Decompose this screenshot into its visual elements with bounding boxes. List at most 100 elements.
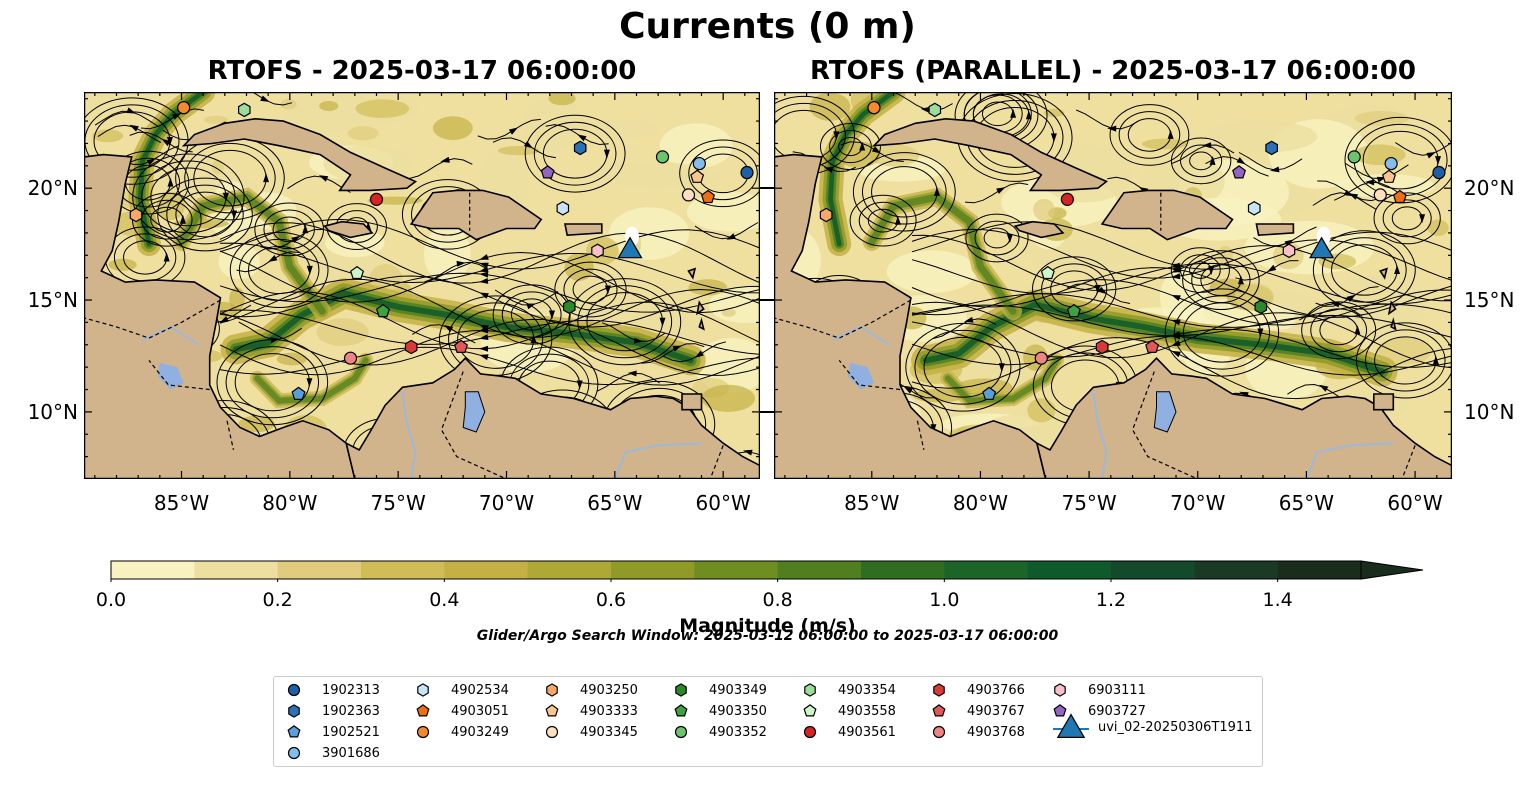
legend-item: 6903111 — [1052, 680, 1146, 700]
legend-label: 1902363 — [322, 703, 380, 719]
legend-marker-icon — [674, 704, 688, 717]
float-marker-4903349 — [563, 299, 576, 315]
legend-pentagon-icon — [674, 704, 688, 717]
panel-title-rtofs-parallel: RTOFS (PARALLEL) - 2025-03-17 06:00:00 — [810, 56, 1416, 86]
float-marker-4903354 — [928, 102, 942, 118]
lake-nicaragua — [157, 362, 184, 390]
legend-hexagon-icon — [288, 704, 300, 718]
land-trinidad — [681, 393, 703, 411]
float-marker-4903345 — [681, 188, 696, 202]
legend-pentagon-icon — [416, 704, 430, 717]
legend-item: 4903349 — [673, 680, 767, 700]
legend-circle-icon — [287, 683, 301, 697]
land-southam — [345, 357, 760, 479]
x-tick-label: 80°W — [262, 491, 318, 515]
legend-marker-icon — [287, 683, 301, 697]
x-tick-label: 85°W — [844, 491, 900, 515]
colorbar-segment — [1194, 561, 1279, 579]
colorbar-tick-label: 0.2 — [262, 589, 293, 611]
legend-circle-icon — [674, 725, 688, 739]
legend-item: 4903352 — [673, 722, 767, 742]
map-panel-rtofs-parallel[interactable] — [774, 92, 1452, 479]
river-2 — [142, 325, 200, 346]
colorbar-segment — [194, 561, 279, 579]
river-1 — [613, 442, 702, 479]
legend-hexagon-icon — [417, 683, 429, 697]
legend-circle-icon — [416, 725, 430, 739]
colorbar-segment — [611, 561, 695, 579]
legend-pentagon-icon — [287, 725, 301, 738]
legend-item: 4903250 — [544, 680, 638, 700]
float-marker-4903350 — [1066, 303, 1081, 318]
legend-marker-icon — [416, 725, 430, 739]
float-marker-1902363 — [573, 140, 587, 156]
map-panel-rtofs[interactable] — [84, 92, 760, 479]
land — [84, 117, 760, 479]
legend-circle-icon — [545, 725, 559, 739]
land-lesser — [1379, 267, 1388, 280]
legend-marker-icon — [416, 704, 430, 717]
y-tick-label: 15°N — [27, 288, 78, 313]
float-marker-4903767 — [453, 339, 469, 353]
float-marker-6903111 — [1282, 243, 1296, 259]
search-window-text: Glider/Argo Search Window: 2025-03-12 06… — [476, 628, 1059, 644]
legend-item: 1902363 — [286, 701, 380, 721]
land-central — [774, 153, 1047, 479]
map-rtofs-svg — [84, 92, 760, 479]
colorbar-tick-label: 1.4 — [1262, 589, 1293, 611]
minor-ticks — [84, 92, 760, 479]
float-marker-4903768 — [1034, 351, 1048, 365]
float-marker-4903558 — [1040, 265, 1055, 280]
colorbar-tick-label: 1.2 — [1095, 589, 1127, 611]
float-marker-4903354 — [238, 102, 251, 118]
legend-pentagon-icon — [932, 704, 946, 717]
colorbar-segment — [694, 561, 779, 579]
y-tick-label: 10°N — [27, 399, 78, 424]
float-marker-4903558 — [349, 265, 365, 280]
legend-label: 4903766 — [967, 682, 1025, 698]
legend-label: 1902521 — [322, 724, 380, 740]
legend-label: 1902313 — [322, 682, 380, 698]
legend-item: 4903767 — [931, 701, 1025, 721]
legend-marker-icon — [804, 683, 816, 697]
y-tick-mark — [760, 410, 774, 413]
float-marker-1902313 — [740, 165, 754, 180]
legend-label: 4903051 — [451, 703, 509, 719]
legend-pentagon-icon — [1053, 704, 1067, 717]
glider-marker-uvi_02-20250306T1911 — [1309, 236, 1335, 259]
colorbar-segment — [111, 561, 195, 579]
colorbar-tick-label: 1.0 — [929, 589, 960, 611]
legend-item: 4903350 — [673, 701, 767, 721]
float-marker-6903727 — [1232, 165, 1247, 179]
land-trinidad — [1373, 393, 1395, 411]
observation-markers — [129, 101, 754, 400]
float-marker-3901686 — [1384, 156, 1398, 171]
legend-pentagon-icon — [803, 704, 817, 717]
colorbar — [110, 560, 1424, 582]
float-marker-3901686 — [692, 156, 706, 171]
legend-hexagon-icon — [1054, 683, 1066, 697]
legend-label: 4903250 — [580, 682, 638, 698]
float-marker-4902534 — [1247, 201, 1261, 216]
colorbar-extend-arrow — [1360, 560, 1424, 580]
lake-nicaragua — [847, 362, 874, 390]
colorbar-segment — [277, 561, 362, 579]
border-4 — [226, 420, 235, 451]
river-1 — [1305, 442, 1394, 479]
legend-pentagon-icon — [545, 704, 559, 717]
legend-item: 4903345 — [544, 722, 638, 742]
y-tick-mark — [760, 299, 774, 302]
y-tick-label: 15°N — [1464, 288, 1515, 313]
float-marker-6903727 — [540, 165, 555, 179]
border-2 — [709, 445, 724, 479]
legend-item: 4903561 — [802, 722, 896, 742]
land-lesser — [687, 267, 697, 280]
legend-marker-icon — [803, 704, 817, 717]
minor-ticks — [774, 92, 1452, 479]
colorbar-segment — [944, 561, 1029, 579]
legend-item: uvi_02-20250306T1911 — [1052, 713, 1252, 738]
x-tick-label: 70°W — [1170, 491, 1226, 515]
land — [774, 117, 1452, 479]
river-0 — [1092, 391, 1108, 479]
lake-maracaibo — [462, 391, 486, 433]
